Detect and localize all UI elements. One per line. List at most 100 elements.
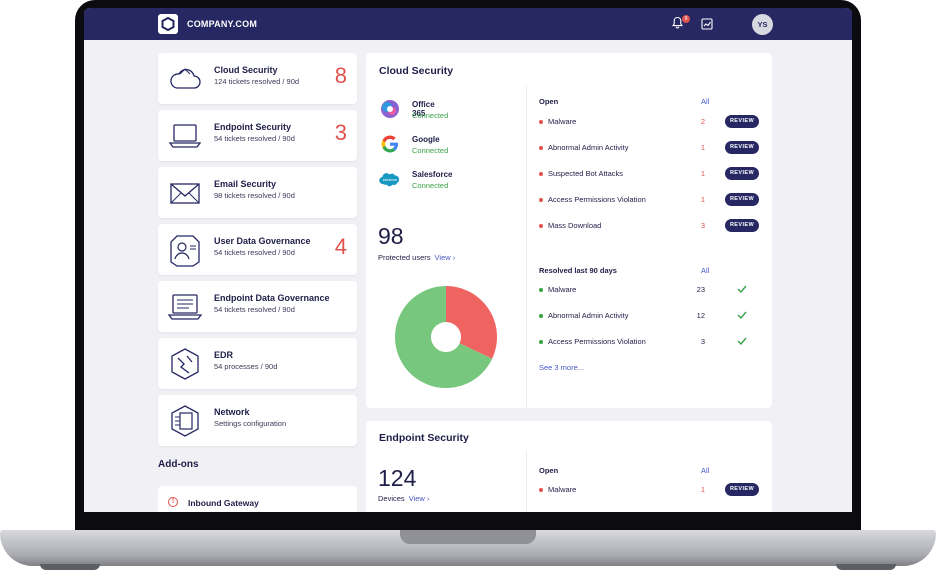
- card-title: User Data Governance: [214, 236, 311, 246]
- laptop-icon: [168, 124, 202, 148]
- bell-icon[interactable]: [671, 16, 684, 34]
- alert-circle-icon: !: [168, 497, 178, 507]
- row-label: Access Permissions Violation: [548, 195, 646, 204]
- review-button[interactable]: REVIEW: [725, 193, 759, 206]
- top-bar: COMPANY.COM 9 YS: [84, 8, 852, 40]
- open-row-access-permissions: Access Permissions Violation 1 REVIEW: [539, 193, 764, 207]
- company-logo-icon[interactable]: [158, 14, 178, 34]
- view-devices-link[interactable]: View ›: [408, 494, 430, 503]
- laptop-notch: [400, 530, 536, 544]
- chart-icon[interactable]: [701, 17, 713, 35]
- card-title: Network: [214, 407, 250, 417]
- alert-count: 4: [334, 234, 347, 259]
- app-screen: COMPANY.COM 9 YS Cloud Security 124 tick…: [84, 8, 852, 512]
- card-title: Endpoint Data Governance: [214, 293, 330, 303]
- status-dot: [539, 120, 543, 124]
- brand-name[interactable]: COMPANY.COM: [187, 19, 258, 29]
- card-user-data-governance[interactable]: User Data Governance 54 tickets resolved…: [158, 224, 357, 275]
- app-name: Salesforce: [412, 170, 453, 179]
- card-subtitle: 54 processes / 90d: [214, 362, 278, 371]
- review-button[interactable]: REVIEW: [725, 141, 759, 154]
- status-dot: [539, 172, 543, 176]
- open-row-mass-download: Mass Download 3 REVIEW: [539, 219, 764, 233]
- google-icon: [381, 135, 398, 153]
- row-label: Malware: [548, 485, 577, 494]
- review-button[interactable]: REVIEW: [725, 167, 759, 180]
- resolved-row-abnormal-admin: Abnormal Admin Activity 12: [539, 309, 764, 323]
- open-row-malware: Malware 2 REVIEW: [539, 115, 764, 129]
- status-dot: [539, 198, 543, 202]
- row-label: Mass Download: [548, 221, 602, 230]
- cloud-icon: [170, 68, 201, 89]
- row-count: 2: [700, 117, 705, 126]
- open-all-link[interactable]: All: [701, 97, 710, 106]
- row-label: Abnormal Admin Activity: [548, 143, 629, 152]
- protected-users-count: 98: [378, 223, 404, 249]
- resolved-all-link[interactable]: All: [701, 266, 710, 275]
- see-more-link[interactable]: See 3 more...: [539, 363, 585, 372]
- row-label: Suspected Bot Attacks: [548, 169, 624, 178]
- endpoint-security-panel: Endpoint Security 124 Devices View › Open…: [366, 421, 772, 512]
- envelope-icon: [170, 183, 200, 204]
- card-edr[interactable]: EDR 54 processes / 90d: [158, 338, 357, 389]
- donut-slice-red: [446, 286, 497, 359]
- app-status: Connected: [412, 111, 449, 120]
- avatar[interactable]: YS: [752, 14, 773, 35]
- card-subtitle: Settings configuration: [214, 419, 287, 428]
- resolved-heading: Resolved last 90 days: [539, 266, 617, 275]
- card-subtitle: 54 tickets resolved / 90d: [214, 305, 295, 314]
- row-count: 3: [700, 337, 705, 346]
- endpoint-row-malware: Malware 1 REVIEW: [539, 483, 764, 497]
- panel-divider: [526, 85, 527, 408]
- open-row-abnormal-admin: Abnormal Admin Activity 1 REVIEW: [539, 141, 764, 155]
- card-endpoint-data-governance[interactable]: Endpoint Data Governance 54 tickets reso…: [158, 281, 357, 332]
- check-icon: [737, 311, 747, 320]
- card-cloud-security[interactable]: Cloud Security 124 tickets resolved / 90…: [158, 53, 357, 104]
- open-all-link[interactable]: All: [701, 466, 710, 475]
- card-title: Cloud Security: [214, 65, 278, 75]
- panel-divider: [526, 451, 527, 512]
- status-dot: [539, 146, 543, 150]
- user-id-icon: [170, 235, 200, 267]
- row-count: 1: [700, 169, 705, 178]
- card-subtitle: 98 tickets resolved / 90d: [214, 191, 295, 200]
- row-count: 12: [696, 311, 705, 320]
- row-count: 1: [700, 143, 705, 152]
- network-icon: [171, 405, 199, 437]
- resolved-row-malware: Malware 23: [539, 283, 764, 297]
- card-title: EDR: [214, 350, 234, 360]
- review-button[interactable]: REVIEW: [725, 115, 759, 128]
- card-subtitle: 54 tickets resolved / 90d: [214, 248, 295, 257]
- app-status: Connected: [412, 181, 449, 190]
- check-icon: [737, 285, 747, 294]
- addon-inbound-gateway[interactable]: ! Inbound Gateway: [158, 486, 357, 512]
- check-icon: [737, 337, 747, 346]
- users-donut-chart: [395, 286, 497, 388]
- app-status: Connected: [412, 146, 449, 155]
- resolved-row-access-permissions: Access Permissions Violation 3: [539, 335, 764, 349]
- view-users-link[interactable]: View ›: [434, 253, 456, 262]
- card-email-security[interactable]: Email Security 98 tickets resolved / 90d: [158, 167, 357, 218]
- review-button[interactable]: REVIEW: [725, 219, 759, 232]
- row-count: 1: [700, 485, 705, 494]
- protected-users-text: Protected users: [378, 253, 431, 262]
- card-network[interactable]: Network Settings configuration: [158, 395, 357, 446]
- card-subtitle: 54 tickets resolved / 90d: [214, 134, 295, 143]
- open-heading: Open: [539, 97, 559, 106]
- status-dot: [539, 314, 543, 318]
- edr-icon: [171, 348, 199, 380]
- alert-count: 3: [334, 120, 347, 145]
- laptop-foot: [836, 564, 896, 570]
- row-count: 23: [696, 285, 705, 294]
- card-endpoint-security[interactable]: Endpoint Security 54 tickets resolved / …: [158, 110, 357, 161]
- row-label: Malware: [548, 285, 577, 294]
- laptop-foot: [40, 564, 100, 570]
- devices-label: Devices View ›: [378, 494, 429, 503]
- review-button[interactable]: REVIEW: [725, 483, 759, 496]
- status-dot: [539, 488, 543, 492]
- panel-title: Endpoint Security: [379, 432, 469, 444]
- app-name: Google: [412, 135, 440, 144]
- open-heading: Open: [539, 466, 559, 475]
- row-count: 3: [700, 221, 705, 230]
